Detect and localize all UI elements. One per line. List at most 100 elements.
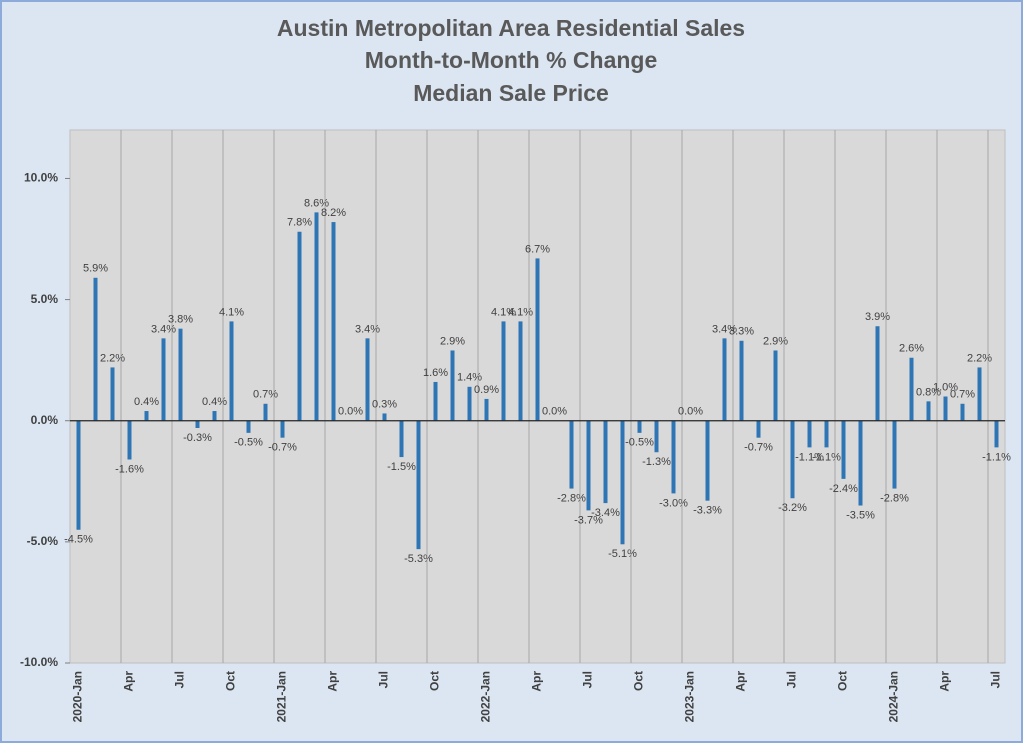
bar [569,420,574,489]
bar [586,420,591,511]
x-tick-label: Apr [530,671,544,692]
value-label: -1.5% [387,461,416,473]
value-label: -2.8% [880,492,909,504]
bar [620,420,625,545]
value-label: -5.1% [608,548,637,560]
value-label: 3.3% [729,326,754,338]
bar [773,350,778,421]
value-label: 2.9% [763,335,788,347]
value-label: 1.0% [933,381,958,393]
value-label: 2.6% [899,343,924,355]
bar [433,381,438,421]
x-tick-label: 2022-Jan [479,671,493,722]
bar [858,420,863,506]
value-label: -3.5% [846,509,875,521]
bar [501,321,506,421]
chart-subtitle: Month-to-Month % Change [365,47,658,73]
value-label: 3.8% [168,314,193,326]
x-tick-label: Jul [377,671,391,688]
y-tick-label: 0.0% [31,413,59,427]
bar [994,420,999,448]
bar [671,420,676,494]
value-label: -2.4% [829,483,858,495]
value-label: 0.8% [916,386,941,398]
bar [144,411,149,421]
bar [229,321,234,421]
bar [161,338,166,421]
y-tick-label: -10.0% [20,655,58,669]
bar [977,367,982,421]
bar [637,420,642,433]
bar [484,398,489,421]
bar [892,420,897,489]
value-label: 0.7% [950,389,975,401]
value-label: 5.9% [83,263,108,275]
value-label: 6.7% [525,243,550,255]
value-label: 1.6% [423,367,448,379]
value-label: -1.1% [982,451,1011,463]
bar [263,403,268,421]
value-label: 0.0% [678,406,703,418]
value-label: -3.3% [693,505,722,517]
value-label: -1.6% [115,463,144,475]
y-tick-label: 5.0% [31,292,59,306]
y-tick-label: -5.0% [27,534,59,548]
bar [739,340,744,421]
value-label: 0.0% [542,406,567,418]
bar [467,386,472,421]
value-label: 7.8% [287,217,312,229]
bar [127,420,132,460]
value-label: -3.2% [778,502,807,514]
x-tick-label: Oct [428,671,442,691]
value-label: 1.4% [457,372,482,384]
value-label: 0.9% [474,384,499,396]
value-label: -0.5% [234,437,263,449]
x-tick-label: Apr [122,671,136,692]
value-label: 8.6% [304,197,329,209]
bar [654,420,659,453]
x-tick-label: 2023-Jan [683,671,697,722]
value-label: -0.5% [625,437,654,449]
value-label: 0.7% [253,389,278,401]
y-tick-label: 10.0% [24,171,58,185]
bar [790,420,795,499]
bar [195,420,200,428]
value-label: 3.9% [865,311,890,323]
value-label: 0.0% [338,406,363,418]
value-label: 0.4% [134,396,159,408]
bar [756,420,761,438]
bar [535,258,540,421]
value-label: 2.9% [440,335,465,347]
value-label: 0.3% [372,398,397,410]
value-label: 0.4% [202,396,227,408]
value-label: 3.4% [151,323,176,335]
x-tick-label: Oct [632,671,646,691]
bar [246,420,251,433]
bar [365,338,370,421]
value-label: 3.4% [712,323,737,335]
bar [110,367,115,421]
chart-title: Austin Metropolitan Area Residential Sal… [277,15,745,41]
bar [722,338,727,421]
bar [416,420,421,550]
value-label: -5.3% [404,553,433,565]
x-tick-label: Apr [326,671,340,692]
value-label: -1.3% [642,456,671,468]
x-tick-label: 2024-Jan [887,671,901,722]
bar [450,350,455,421]
x-tick-label: Jul [989,671,1003,688]
value-label: -3.7% [574,514,603,526]
bar [518,321,523,421]
value-label: 4.1% [491,306,516,318]
bar [909,357,914,421]
x-tick-label: Oct [224,671,238,691]
x-tick-label: Jul [173,671,187,688]
bar [280,420,285,438]
x-tick-label: Jul [785,671,799,688]
value-label: -3.4% [591,507,620,519]
bar [314,212,319,421]
x-tick-label: Apr [734,671,748,692]
value-label: -1.1% [812,451,841,463]
value-label: -3.0% [659,497,688,509]
